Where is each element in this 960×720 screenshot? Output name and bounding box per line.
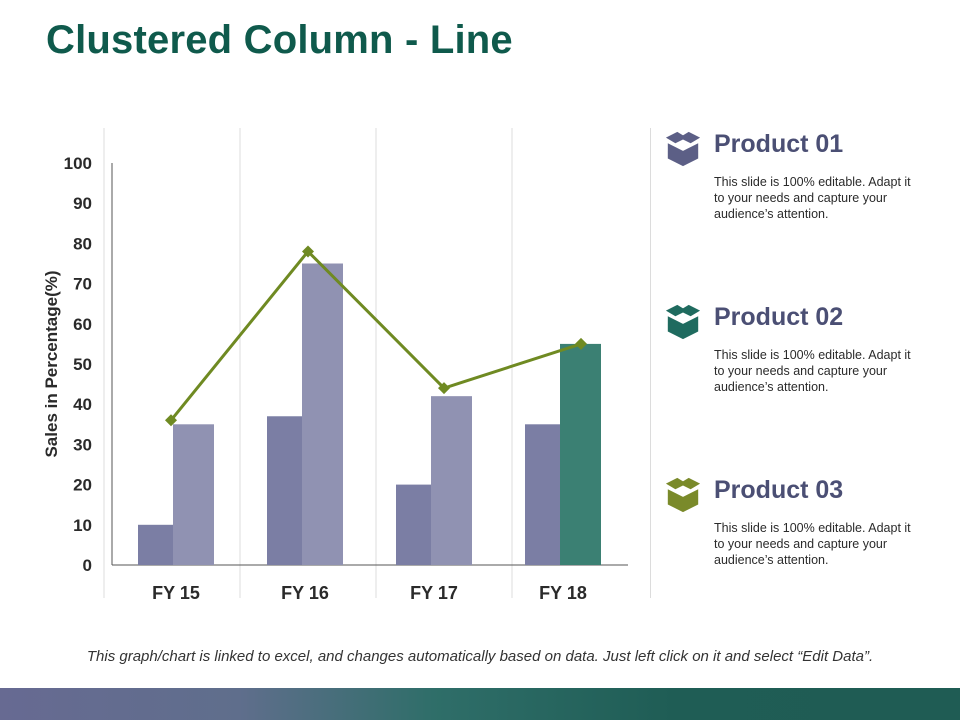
y-tick-label: 50 xyxy=(73,355,92,374)
box-icon xyxy=(665,131,701,167)
bar-series-1 xyxy=(138,524,176,565)
x-tick-label: FY 16 xyxy=(281,583,329,603)
y-tick-label: 60 xyxy=(73,315,92,334)
line-series-marker xyxy=(575,337,587,350)
clustered-column-line-chart: 0 10 20 30 40 50 60 70 80 90 100 Sales in Percentag… xyxy=(42,128,628,603)
section-divider xyxy=(650,128,651,598)
bar-series-2 xyxy=(431,396,472,565)
x-tick-label: FY 15 xyxy=(152,583,200,603)
product-description: This slide is 100% editable. Adapt it to… xyxy=(714,175,911,221)
product-item-03: Product 03 This slide is 100% editable. … xyxy=(664,476,934,576)
product-name: Product 02 xyxy=(714,303,844,331)
bottom-decorative-band xyxy=(0,688,960,720)
line-series-marker xyxy=(438,382,450,395)
line-series xyxy=(169,249,582,422)
y-axis-label: Sales in Percentage(%) xyxy=(42,270,61,457)
y-tick-label: 80 xyxy=(73,234,92,253)
bar-series-2 xyxy=(560,343,601,565)
box-icon xyxy=(665,304,701,340)
footer-note: This graph/chart is linked to excel, and… xyxy=(86,648,874,665)
line-series-marker xyxy=(302,245,314,258)
y-tick-label: 30 xyxy=(73,435,92,454)
y-tick-label: 10 xyxy=(73,516,92,535)
product-name: Product 03 xyxy=(714,476,844,504)
y-tick-label: 90 xyxy=(73,194,92,213)
slide-title: Clustered Column - Line xyxy=(46,18,513,62)
x-tick-label: FY 18 xyxy=(539,583,587,603)
product-description: This slide is 100% editable. Adapt it to… xyxy=(714,348,911,394)
y-tick-label: 20 xyxy=(73,476,92,495)
line-series-marker xyxy=(165,414,177,427)
bar-series-1 xyxy=(267,416,305,565)
product-name: Product 01 xyxy=(714,130,844,158)
product-description: This slide is 100% editable. Adapt it to… xyxy=(714,521,911,567)
y-tick-label: 70 xyxy=(73,275,92,294)
y-tick-label: 40 xyxy=(73,395,92,414)
box-icon xyxy=(665,477,701,513)
y-tick-label: 0 xyxy=(83,556,92,575)
y-tick-label: 100 xyxy=(64,154,92,173)
product-item-02: Product 02 This slide is 100% editable. … xyxy=(664,303,934,403)
x-tick-label: FY 17 xyxy=(410,583,458,603)
product-item-01: Product 01 This slide is 100% editable. … xyxy=(664,130,934,230)
bar-series-1 xyxy=(396,484,434,565)
bar-series-2 xyxy=(173,424,214,565)
bar-series-2 xyxy=(302,263,343,565)
bar-series-1 xyxy=(525,424,563,565)
